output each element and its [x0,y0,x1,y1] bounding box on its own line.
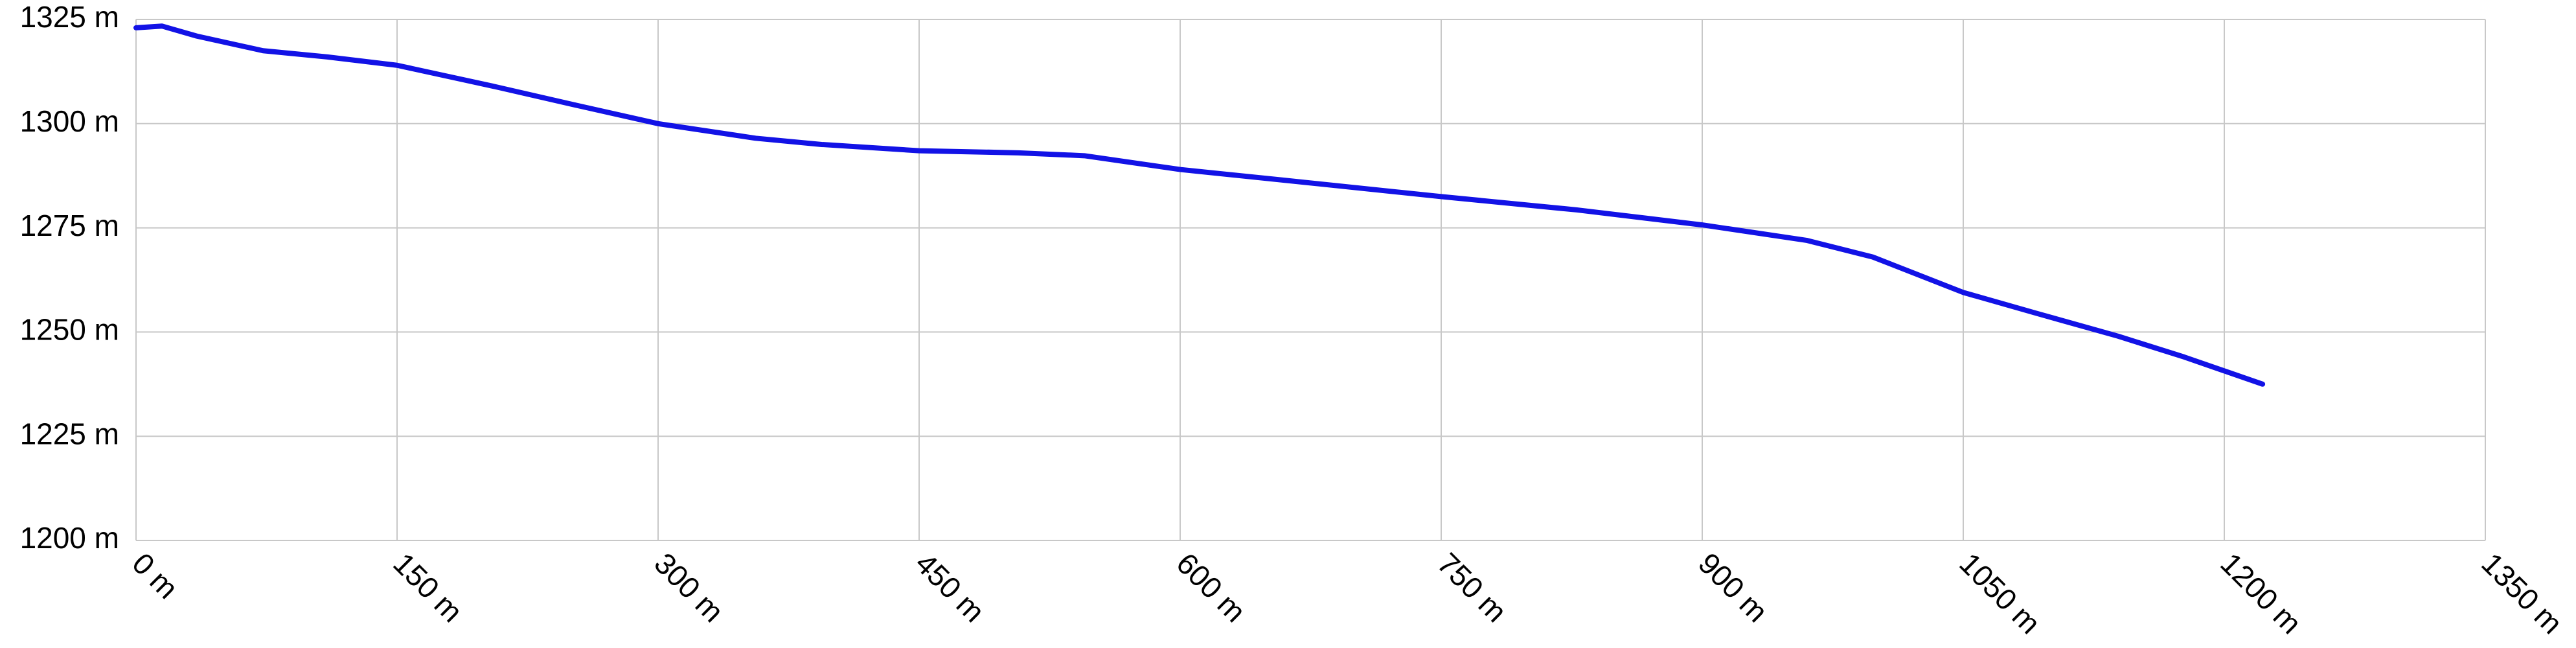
y-tick-label: 1200 m [20,521,119,555]
x-tick-label: 150 m [387,546,469,629]
elevation-line [133,23,2266,387]
x-tick-label: 450 m [909,546,991,629]
x-tick-label: 1050 m [1953,546,2047,640]
y-tick-label: 1275 m [20,209,119,242]
y-tick-label: 1250 m [20,313,119,347]
x-tick-label: 1200 m [2214,546,2308,640]
x-tick-label: 0 m [126,546,185,605]
x-tick-label: 750 m [1431,546,1513,629]
x-tick-label: 300 m [648,546,730,629]
x-tick-label: 900 m [1692,546,1774,629]
y-tick-label: 1300 m [20,104,119,138]
y-tick-label: 1325 m [20,0,119,34]
x-tick-label: 1350 m [2475,546,2569,640]
x-tick-label: 600 m [1170,546,1252,629]
y-tick-label: 1225 m [20,417,119,450]
